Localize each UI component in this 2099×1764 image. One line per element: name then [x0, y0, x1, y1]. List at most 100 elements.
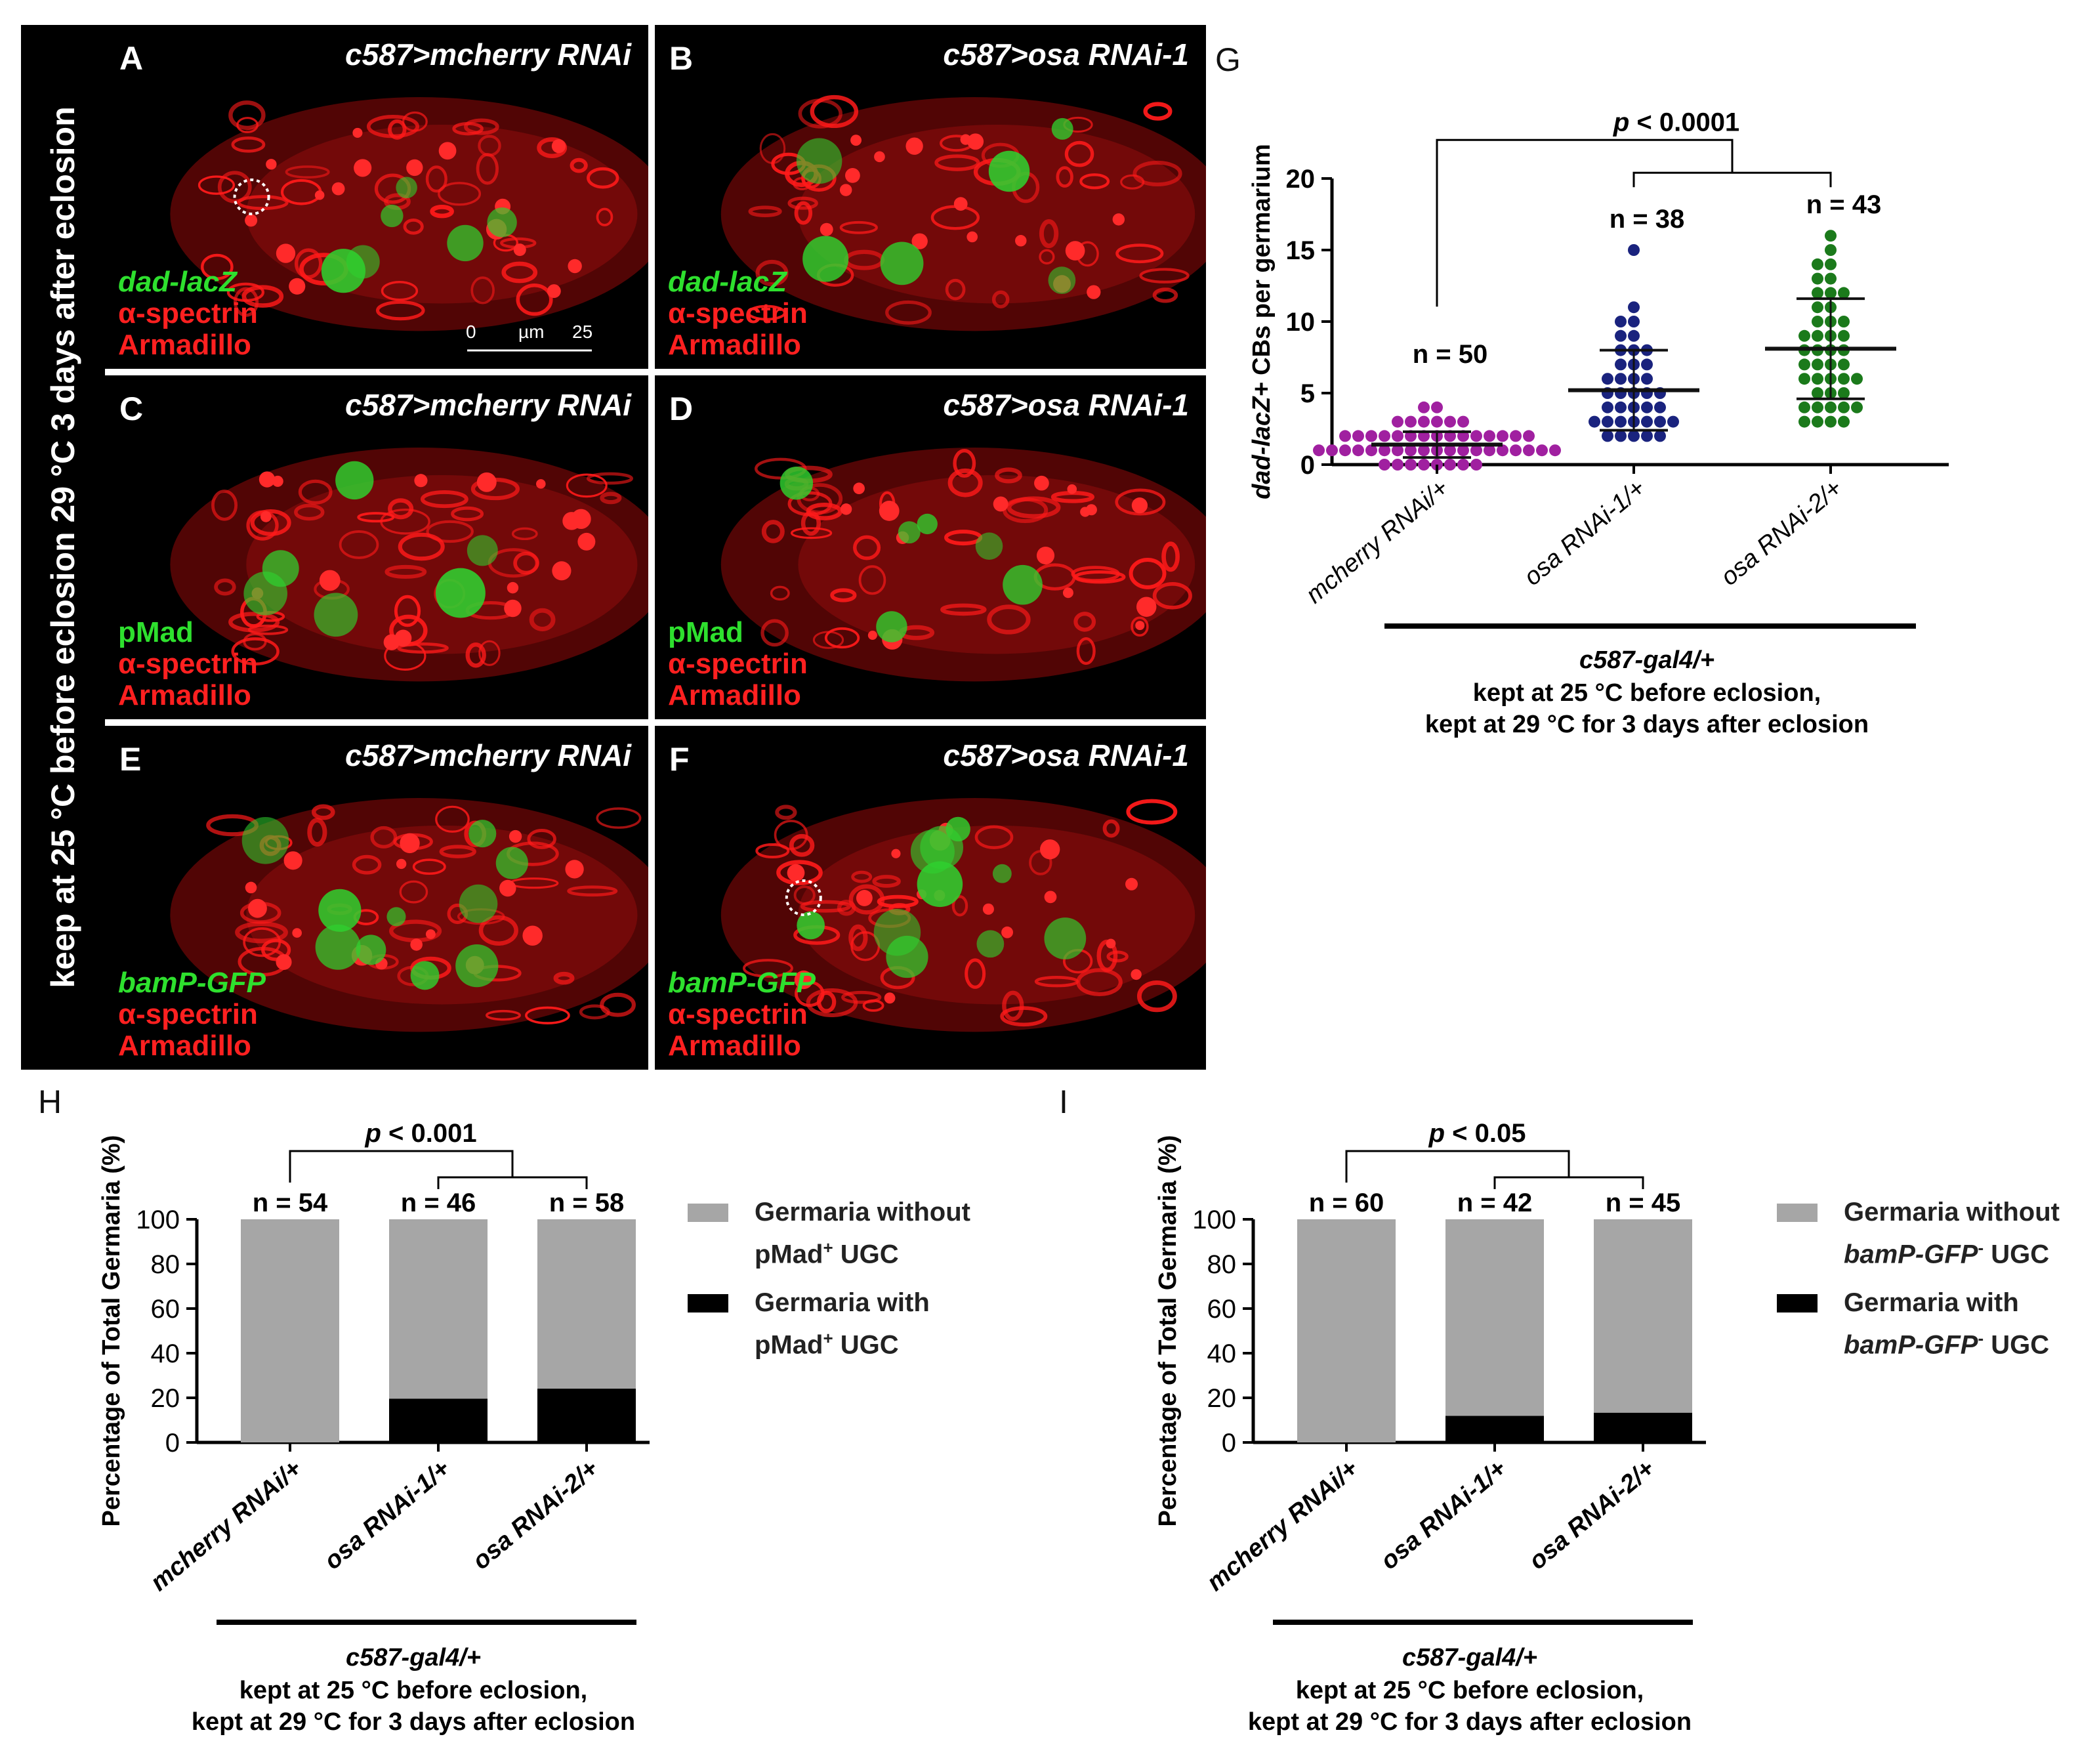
- green-signal: [381, 204, 404, 228]
- i-legend-marker: bamP-GFP: [1844, 1240, 1978, 1269]
- g-data-point: [1838, 287, 1850, 299]
- spectrosome-dot: [383, 634, 400, 650]
- g-data-point: [1313, 444, 1325, 457]
- membrane-mark: [307, 818, 327, 847]
- membrane-mark: [877, 894, 919, 908]
- membrane-mark: [1115, 243, 1164, 264]
- g-data-point: [1418, 415, 1430, 428]
- membrane-mark: [426, 520, 474, 543]
- membrane-mark: [761, 520, 785, 543]
- i-n-label: n = 45: [1606, 1188, 1681, 1217]
- h-caption-line2: kept at 25 °C before eclosion,: [239, 1677, 587, 1704]
- h-legend-ugc: UGC: [833, 1240, 899, 1269]
- g-data-point: [1812, 258, 1823, 270]
- g-data-point: [1352, 444, 1364, 457]
- g-caption-line2: kept at 25 °C before eclosion,: [1473, 679, 1821, 707]
- i-caption-line2: kept at 25 °C before eclosion,: [1296, 1677, 1644, 1704]
- i-legend-ugc: UGC: [1984, 1240, 2050, 1269]
- green-signal: [898, 521, 921, 544]
- membrane-mark: [947, 468, 983, 497]
- spectrosome-dot: [1131, 969, 1142, 980]
- membrane-mark: [1152, 287, 1178, 303]
- stain-label: Armadillo: [118, 1030, 251, 1062]
- spectrosome-dot: [248, 898, 267, 918]
- spectrosome-dot: [1112, 213, 1125, 226]
- membrane-mark: [945, 278, 966, 301]
- g-y-label-rest: CBs per germarium: [1248, 144, 1276, 382]
- g-n-label: n = 50: [1413, 340, 1488, 369]
- spectrosome-dot: [289, 278, 306, 295]
- tissue-image: [170, 448, 648, 682]
- membrane-mark: [1000, 1006, 1048, 1027]
- spectrosome-dot: [874, 151, 885, 163]
- g-category-label: mcherry RNAi/+: [1301, 474, 1454, 609]
- green-signal: [797, 911, 825, 940]
- h-legend-marker: pMad: [755, 1240, 823, 1269]
- i-bar-without: [1445, 1219, 1544, 1416]
- h-legend-text: Germaria with pMad+ UGC: [755, 1285, 930, 1362]
- spectrosome-dot: [853, 482, 865, 495]
- g-data-point: [1418, 444, 1430, 457]
- i-legend-swatch: [1777, 1204, 1818, 1222]
- i-pvalue: p < 0.05: [1428, 1119, 1526, 1148]
- green-signal: [975, 532, 1003, 560]
- g-data-point: [1405, 415, 1417, 428]
- dashed-outline: [233, 178, 270, 215]
- membrane-mark: [787, 196, 818, 210]
- h-bar-without: [537, 1219, 636, 1389]
- stain-label: α-spectrin: [668, 998, 808, 1030]
- g-data-point: [1838, 401, 1850, 413]
- spectrosome-dot: [840, 503, 852, 515]
- g-data-point: [1798, 329, 1810, 342]
- green-signal: [447, 224, 484, 262]
- spectrosome-dot: [400, 833, 420, 854]
- membrane-mark: [1106, 950, 1129, 963]
- green-signal: [262, 550, 299, 587]
- stain-label: dad-lacZ: [118, 266, 237, 298]
- membrane-mark: [566, 473, 608, 498]
- g-data-point: [1405, 459, 1417, 471]
- scale-bar-unit: µm: [518, 322, 545, 342]
- g-data-point: [1602, 373, 1613, 385]
- membrane-mark: [211, 490, 238, 521]
- spectrosome-dot: [504, 599, 522, 618]
- g-category-label: osa RNAi-2/+: [1716, 474, 1848, 591]
- h-bar-with: [537, 1389, 636, 1442]
- g-data-point: [1444, 444, 1456, 457]
- spectrosome-dot: [839, 184, 852, 196]
- g-y-axis-label: dad-lacZ+ CBs per germarium: [1248, 144, 1276, 499]
- h-pvalue: p < 0.001: [364, 1119, 476, 1148]
- spectrosome-dot: [352, 127, 363, 138]
- green-signal: [468, 820, 497, 848]
- spectrosome-dot: [891, 849, 901, 858]
- green-signal: [315, 924, 361, 970]
- membrane-mark: [243, 927, 281, 957]
- spectrosome-dot: [354, 159, 372, 177]
- g-data-point: [1497, 430, 1508, 442]
- g-data-point: [1812, 415, 1823, 428]
- g-data-point: [1392, 430, 1403, 442]
- g-data-point: [1523, 430, 1535, 442]
- spectrosome-dot: [867, 631, 877, 640]
- h-caption-genotype: c587-gal4/+: [346, 1644, 481, 1671]
- panel-genotype-title: c587>osa RNAi-1: [943, 37, 1189, 72]
- spectrosome-dot: [879, 501, 900, 521]
- membrane-mark: [747, 304, 786, 321]
- membrane-mark: [1115, 488, 1166, 516]
- g-data-point: [1838, 415, 1850, 428]
- scale-bar: [467, 349, 592, 352]
- green-signal: [410, 961, 440, 990]
- i-legend-line2: bamP-GFP- UGC: [1844, 1320, 2049, 1362]
- green-signal: [346, 245, 380, 279]
- spectrosome-dot: [410, 938, 423, 951]
- g-data-point: [1838, 329, 1850, 342]
- membrane-mark: [770, 585, 790, 601]
- i-caption-line3: kept at 29 °C for 3 days after eclosion: [1248, 1708, 1692, 1736]
- spectrosome-dot: [1135, 621, 1145, 631]
- membrane-mark: [1079, 173, 1110, 190]
- membrane-mark: [235, 921, 288, 944]
- g-data-point: [1470, 430, 1482, 442]
- h-y-axis-label: Percentage of Total Germaria (%): [98, 1135, 125, 1527]
